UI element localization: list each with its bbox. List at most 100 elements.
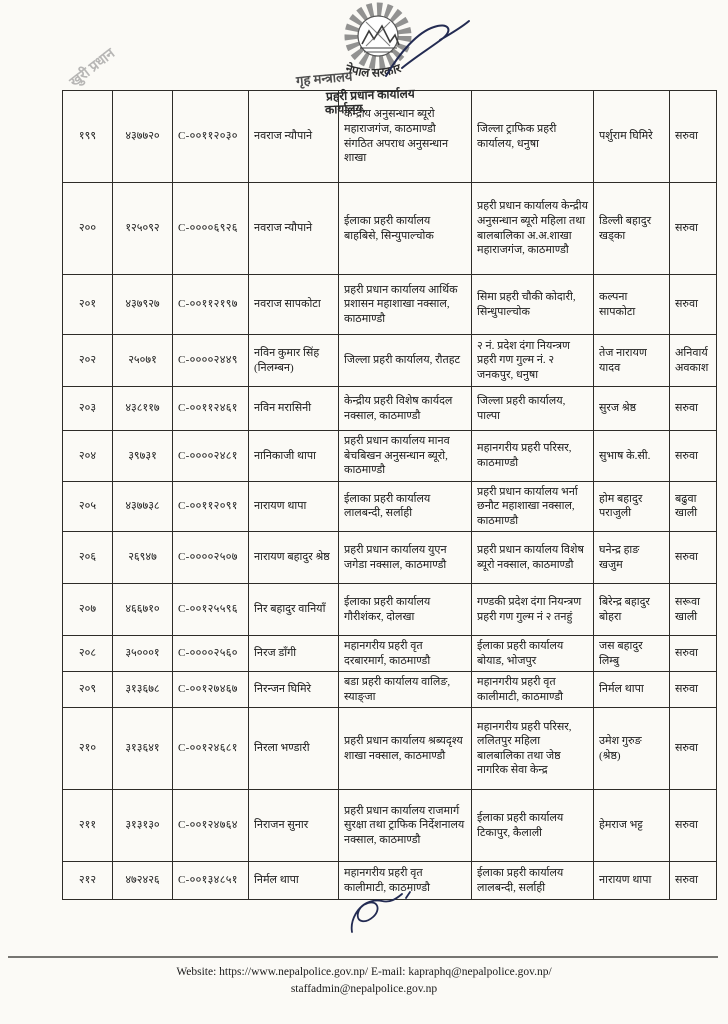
cell-serial-number: २०८ [62, 635, 113, 673]
cell-new-office: सिमा प्रहरी चौकी कोदारी, सिन्धुपाल्चोक [471, 274, 594, 335]
cell-officer-name: निरज डाँगी [248, 635, 339, 673]
cell-serial-number: २०७ [62, 583, 113, 637]
cell-new-office: २ नं. प्रदेश दंगा नियन्त्रण प्रहरी गण गु… [471, 334, 594, 387]
cell-registration-number: ४३७९२७ [112, 274, 173, 335]
cell-current-office: ईलाका प्रहरी कार्यालय गौरीशंकर, दोलखा [338, 583, 472, 637]
cell-replacement-name: कल्पना सापकोटा [593, 274, 670, 335]
cell-registration-number: ४३८११७ [112, 386, 173, 431]
cell-remark: सरुवा [669, 386, 717, 431]
table-row: २१० ३१३६४१ C-००१२४६८१ निरला भण्डारी प्रह… [62, 707, 717, 791]
cell-replacement-name: निर्मल थापा [593, 671, 670, 709]
cell-registration-number: ४७२४२६ [112, 861, 173, 901]
table-row: १९९ ४३७७२० C-००११२०३० नवराज न्यौपाने केन… [62, 90, 717, 183]
cell-replacement-name: होम बहादुर पराजुली [593, 480, 670, 533]
cell-officer-name: नारायण बहादुर श्रेष्ठ [248, 531, 339, 585]
cell-current-office: केन्द्रीय प्रहरी विशेष कार्यदल नक्साल, क… [338, 386, 472, 431]
cell-serial-number: २०२ [62, 334, 113, 387]
cell-registration-number: ३१३६४१ [112, 707, 173, 791]
cell-remark: सरुवा [669, 635, 717, 673]
cell-replacement-name: पर्शुराम घिमिरे [593, 90, 670, 183]
cell-remark: अनिवार्य अवकाश [669, 334, 717, 387]
cell-new-office: प्रहरी प्रधान कार्यालय केन्द्रीय अनुसन्ध… [471, 182, 594, 275]
cell-officer-name: निर्मल थापा [248, 861, 339, 901]
cell-citizenship-code: C-००११२०९१ [172, 480, 249, 533]
cell-new-office: प्रहरी प्रधान कार्यालय विशेष ब्यूरो नक्स… [471, 531, 594, 585]
cell-current-office: केन्द्रीय अनुसन्धान ब्यूरो महाराजगंज, का… [338, 90, 472, 183]
cell-remark: सरुवा [669, 789, 717, 863]
transfer-table-body: १९९ ४३७७२० C-००११२०३० नवराज न्यौपाने केन… [62, 90, 717, 901]
cell-remark: सरुवा [669, 861, 717, 901]
cell-current-office: प्रहरी प्रधान कार्यालय श्रब्यदृश्य शाखा … [338, 707, 472, 791]
cell-remark: बढुवा खाली [669, 480, 717, 533]
cell-serial-number: २०३ [62, 386, 113, 431]
cell-officer-name: निरला भण्डारी [248, 707, 339, 791]
cell-remark: सरुवा [669, 707, 717, 791]
cell-citizenship-code: C-००११२१९७ [172, 274, 249, 335]
cell-registration-number: ३१३१३० [112, 789, 173, 863]
cell-new-office: जिल्ला ट्राफिक प्रहरी कार्यालय, धनुषा [471, 90, 594, 183]
table-row: २०० १२५०९२ C-००००६९२६ नवराज न्यौपाने ईला… [62, 182, 717, 275]
cell-new-office: महानगरीय प्रहरी वृत कालीमाटी, काठमाण्डौ [471, 671, 594, 709]
cell-serial-number: २०४ [62, 430, 113, 482]
table-row: २०७ ४६६७१० C-००१२५५९६ निर बहादुर वानियाँ… [62, 583, 717, 637]
cell-current-office: ईलाका प्रहरी कार्यालय लालबन्दी, सर्लाही [338, 480, 472, 533]
cell-officer-name: नवराज न्यौपाने [248, 182, 339, 275]
cell-citizenship-code: C-००१२४७६४ [172, 789, 249, 863]
cell-registration-number: ४३७७२० [112, 90, 173, 183]
cell-replacement-name: घनेन्द्र हाङ खजुम [593, 531, 670, 585]
cell-officer-name: निर बहादुर वानियाँ [248, 583, 339, 637]
signature-bottom-icon [350, 891, 411, 933]
table-row: २०३ ४३८११७ C-००११२४६१ नविन मरासिनी केन्द… [62, 386, 717, 431]
cell-current-office: प्रहरी प्रधान कार्यालय राजमार्ग सुरक्षा … [338, 789, 472, 863]
cell-remark: सरुवा [669, 531, 717, 585]
cell-officer-name: नारायण थापा [248, 480, 339, 533]
table-row: २०९ ३१३६७८ C-००१२७४६७ निरन्जन घिमिरे बडा… [62, 671, 717, 709]
cell-current-office: प्रहरी प्रधान कार्यालय मानव बेचबिखन अनुस… [338, 430, 472, 482]
cell-registration-number: २५०७१ [112, 334, 173, 387]
cell-officer-name: नानिकाजी थापा [248, 430, 339, 482]
table-row: २०२ २५०७१ C-००००२४४९ नविन कुमार सिंह (नि… [62, 334, 717, 387]
table-row: २११ ३१३१३० C-००१२४७६४ निराजन सुनार प्रहर… [62, 789, 717, 863]
cell-remark: सरूवा खाली [669, 583, 717, 637]
cell-officer-name: निराजन सुनार [248, 789, 339, 863]
cell-officer-name: नवराज न्यौपाने [248, 90, 339, 183]
cell-replacement-name: उमेश गुरुङ (श्रेष्ठ) [593, 707, 670, 791]
cell-serial-number: २०९ [62, 671, 113, 709]
cell-remark: सरुवा [669, 90, 717, 183]
cell-registration-number: ४३७७३८ [112, 480, 173, 533]
table-row: २०८ ३५०००१ C-००००२५६० निरज डाँगी महानगरी… [62, 635, 717, 673]
cell-officer-name: नविन कुमार सिंह (निलम्बन) [248, 334, 339, 387]
cell-current-office: जिल्ला प्रहरी कार्यालय, रौतहट [338, 334, 472, 387]
table-row: २०६ २६९४७ C-००००२५०७ नारायण बहादुर श्रेष… [62, 531, 717, 585]
cell-new-office: प्रहरी प्रधान कार्यालय भर्ना छनौट महाशाख… [471, 480, 594, 533]
cell-registration-number: ३१३६७८ [112, 671, 173, 709]
cell-new-office: महानगरीय प्रहरी परिसर, ललितपुर महिला बाल… [471, 707, 594, 791]
signature-top-icon [385, 20, 470, 77]
cell-new-office: गण्डकी प्रदेश दंगा नियन्त्रण प्रहरी गण ग… [471, 583, 594, 637]
cell-replacement-name: सुरज श्रेष्ठ [593, 386, 670, 431]
emblem-arc-label: नेपाल सरकार [343, 61, 404, 80]
cell-remark: सरुवा [669, 182, 717, 275]
cell-serial-number: १९९ [62, 90, 113, 183]
cell-new-office: ईलाका प्रहरी कार्यालय लालबन्दी, सर्लाही [471, 861, 594, 901]
cell-registration-number: १२५०९२ [112, 182, 173, 275]
table-row: २०४ ३९७३१ C-००००२४८१ नानिकाजी थापा प्रहर… [62, 430, 717, 482]
cell-serial-number: २११ [62, 789, 113, 863]
cell-current-office: बडा प्रहरी कार्यालय वालिङ, स्याङ्जा [338, 671, 472, 709]
cell-current-office: महानगरीय प्रहरी वृत कालीमाटी, काठमाण्डौ [338, 861, 472, 901]
cell-replacement-name: सुभाष के.सी. [593, 430, 670, 482]
cell-registration-number: ४६६७१० [112, 583, 173, 637]
cell-citizenship-code: C-००११२४६१ [172, 386, 249, 431]
cell-replacement-name: डिल्ली बहादुर खड्का [593, 182, 670, 275]
cell-officer-name: नविन मरासिनी [248, 386, 339, 431]
cell-current-office: प्रहरी प्रधान कार्यालय युएन जगेडा नक्साल… [338, 531, 472, 585]
cell-officer-name: नवराज सापकोटा [248, 274, 339, 335]
table-row: २०५ ४३७७३८ C-००११२०९१ नारायण थापा ईलाका … [62, 480, 717, 533]
cell-serial-number: २०१ [62, 274, 113, 335]
cell-replacement-name: हेमराज भट्ट [593, 789, 670, 863]
cell-serial-number: २१० [62, 707, 113, 791]
cell-registration-number: ३५०००१ [112, 635, 173, 673]
table-row: २१२ ४७२४२६ C-००१३४८५१ निर्मल थापा महानगर… [62, 861, 717, 901]
cell-new-office: महानगरीय प्रहरी परिसर, काठमाण्डौ [471, 430, 594, 482]
cell-serial-number: २०६ [62, 531, 113, 585]
